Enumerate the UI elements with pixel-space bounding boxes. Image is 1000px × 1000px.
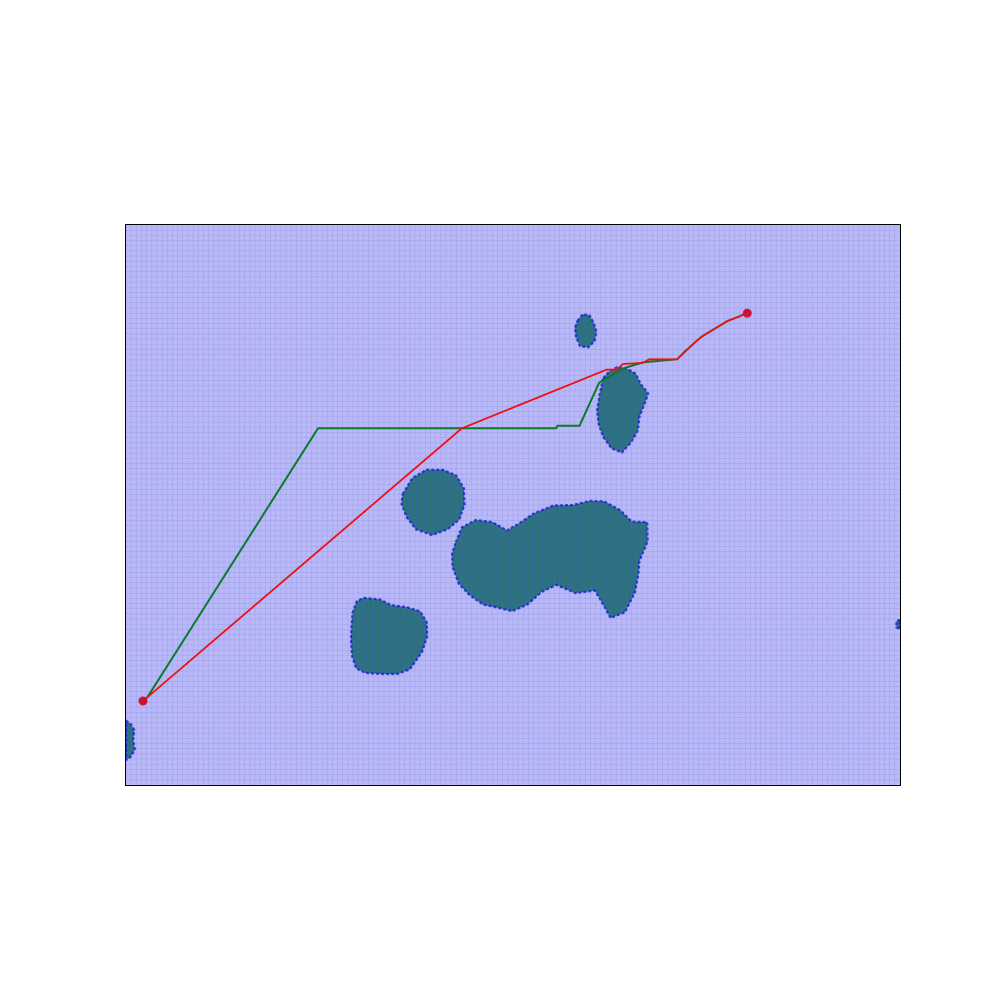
start-marker [138,696,148,706]
island-shape [450,499,649,620]
island-center-left [400,468,466,537]
island-shape [126,719,136,762]
endpoints [138,308,752,706]
island-shape [400,468,466,537]
island-small-top [573,313,598,349]
paths [142,312,748,702]
red-path [142,312,748,702]
island-shape [895,618,900,631]
island-left-edge [126,719,136,762]
goal-marker [742,308,752,318]
map-frame [125,224,901,786]
island-right-edge [895,618,900,631]
island-lower-left [349,596,429,676]
